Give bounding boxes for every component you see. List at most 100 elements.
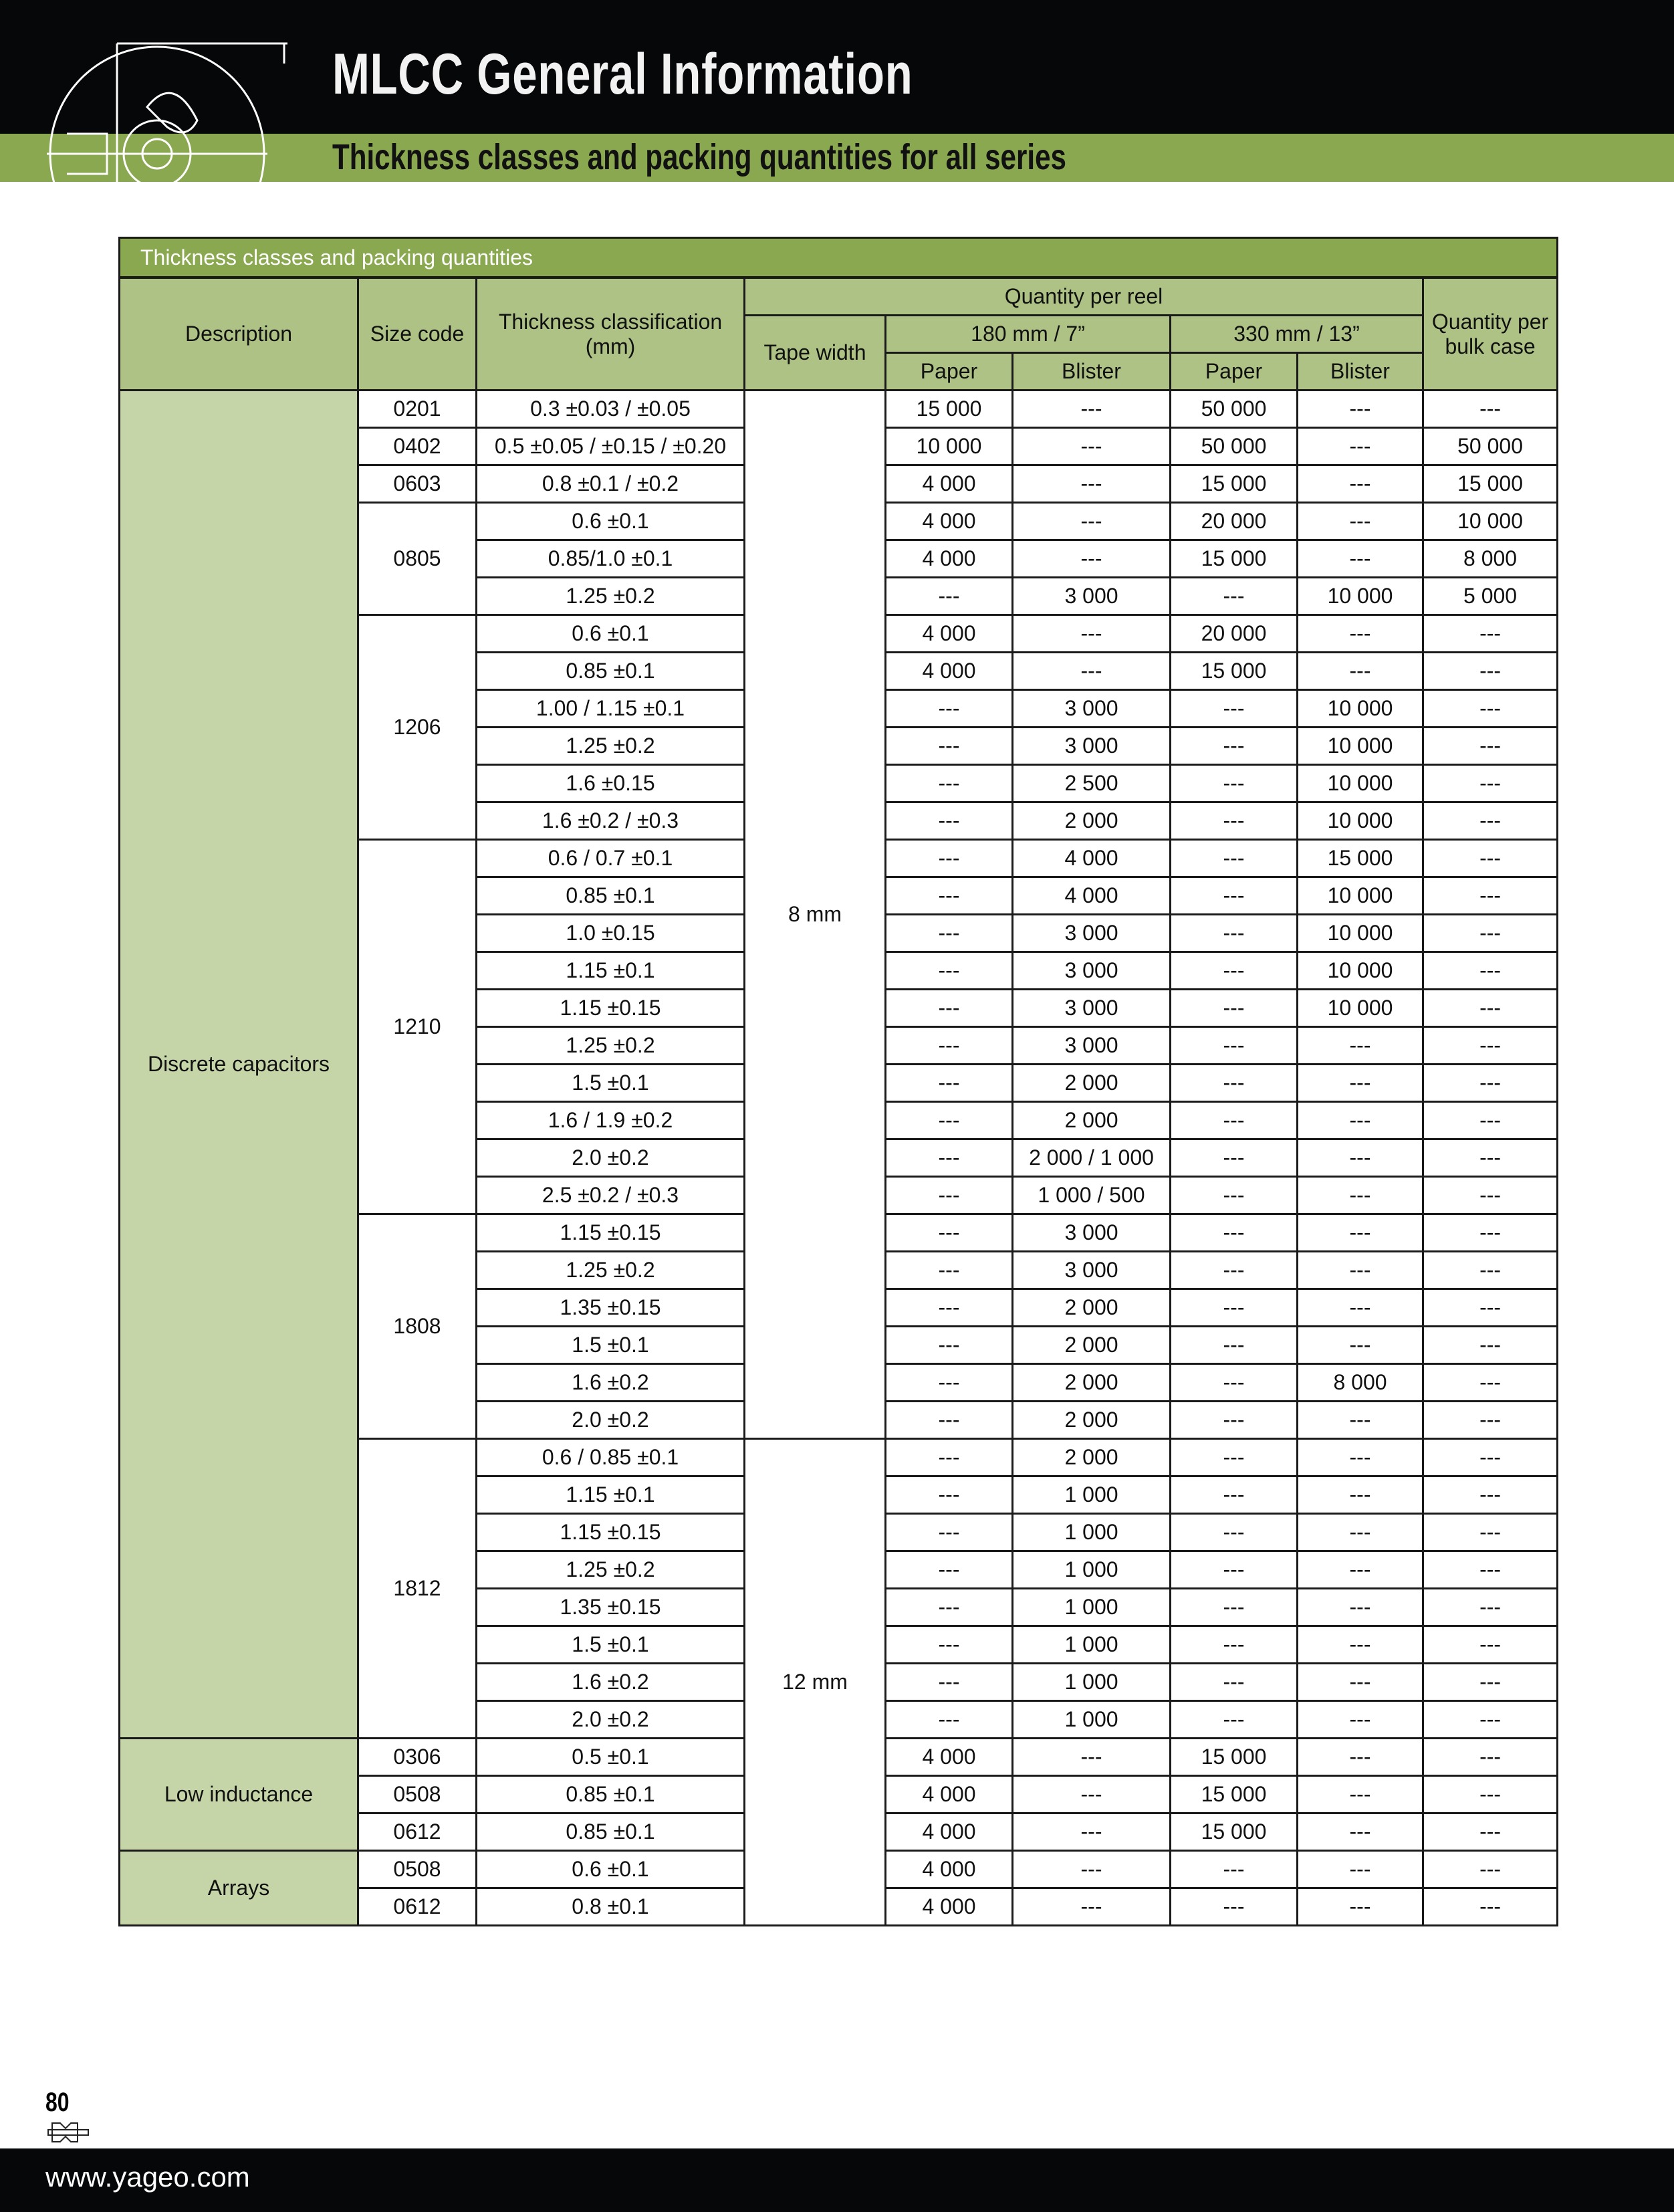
blister-330-cell: --- xyxy=(1296,1288,1424,1327)
thickness-cell: 1.6 / 1.9 ±0.2 xyxy=(475,1101,745,1140)
paper-180-cell: --- xyxy=(884,1662,1013,1702)
table-row: 1.25 ±0.2 --- 3 000 --- --- --- xyxy=(120,1250,1559,1290)
size-code-cell: 0402 xyxy=(357,427,477,466)
bulk-cell: --- xyxy=(1421,1101,1559,1140)
paper-180-cell: --- xyxy=(884,1587,1013,1627)
thickness-cell: 0.6 / 0.7 ±0.1 xyxy=(475,839,745,878)
blister-180-cell: 3 000 xyxy=(1011,689,1171,728)
table-row: 1.6 ±0.15 --- 2 500 --- 10 000 --- xyxy=(120,764,1559,803)
paper-330-cell: --- xyxy=(1169,1250,1298,1290)
blister-330-cell: --- xyxy=(1296,539,1424,578)
paper-180-cell: --- xyxy=(884,1288,1013,1327)
blister-330-cell: 10 000 xyxy=(1296,876,1424,915)
blister-180-cell: 3 000 xyxy=(1011,988,1171,1028)
bulk-cell: --- xyxy=(1421,1513,1559,1552)
thickness-cell: 0.85 ±0.1 xyxy=(475,651,745,691)
header-thickness: Thickness classification (mm) xyxy=(475,276,745,391)
table-row: 0805 0.6 ±0.1 4 000 --- 20 000 --- 10 000 xyxy=(120,502,1559,616)
blister-180-cell: --- xyxy=(1011,1775,1171,1814)
paper-180-cell: --- xyxy=(884,913,1013,953)
paper-180-cell: --- xyxy=(884,951,1013,990)
blister-330-cell: --- xyxy=(1296,1138,1424,1178)
bulk-cell: --- xyxy=(1421,1587,1559,1627)
paper-180-cell: --- xyxy=(884,1101,1013,1140)
page-title: MLCC General Information xyxy=(332,42,913,106)
size-code-cell: 0508 xyxy=(357,1775,477,1814)
blister-330-cell: --- xyxy=(1296,1101,1424,1140)
blister-180-cell: 2 000 xyxy=(1011,1063,1171,1103)
paper-180-cell: 4 000 xyxy=(884,464,1013,504)
blister-330-cell: --- xyxy=(1296,1438,1424,1477)
paper-330-cell: --- xyxy=(1169,1363,1298,1402)
paper-180-cell: --- xyxy=(884,726,1013,766)
paper-330-cell: --- xyxy=(1169,1662,1298,1702)
paper-330-cell: 15 000 xyxy=(1169,651,1298,691)
reel-logo-icon xyxy=(47,42,287,182)
thickness-cell: 0.3 ±0.03 / ±0.05 xyxy=(475,389,745,429)
table-row: 1.5 ±0.1 --- 1 000 --- --- --- xyxy=(120,1625,1559,1664)
thickness-cell: 0.5 ±0.05 / ±0.15 / ±0.20 xyxy=(475,427,745,466)
table-row: 1.5 ±0.1 --- 2 000 --- --- --- xyxy=(120,1325,1559,1365)
blister-330-cell: --- xyxy=(1296,1587,1424,1627)
blister-330-cell: 8 000 xyxy=(1296,1363,1424,1402)
blister-180-cell: 1 000 xyxy=(1011,1662,1171,1702)
blister-330-cell: --- xyxy=(1296,1213,1424,1252)
thickness-cell: 1.6 ±0.15 xyxy=(475,764,745,803)
blister-180-cell: 1 000 xyxy=(1011,1550,1171,1589)
blister-330-cell: --- xyxy=(1296,1775,1424,1814)
paper-330-cell: --- xyxy=(1169,876,1298,915)
bulk-cell: --- xyxy=(1421,1138,1559,1178)
website-link[interactable]: www.yageo.com xyxy=(45,2161,250,2193)
thickness-cell: 1.15 ±0.1 xyxy=(475,1475,745,1515)
size-code-cell: 0201 xyxy=(357,389,477,429)
bulk-cell: --- xyxy=(1421,651,1559,691)
paper-180-cell: --- xyxy=(884,1176,1013,1215)
paper-180-cell: 4 000 xyxy=(884,1737,1013,1777)
bulk-cell: --- xyxy=(1421,839,1559,878)
bulk-cell: --- xyxy=(1421,726,1559,766)
paper-330-cell: 15 000 xyxy=(1169,464,1298,504)
table-row: 1.25 ±0.2 --- 3 000 --- 10 000 --- xyxy=(120,726,1559,766)
table-row: 1.25 ±0.2 --- 3 000 --- 10 000 5 000 xyxy=(120,576,1559,616)
paper-330-cell: --- xyxy=(1169,576,1298,616)
thickness-cell: 2.0 ±0.2 xyxy=(475,1400,745,1440)
size-code-cell: 0805 xyxy=(357,502,477,616)
blister-330-cell: 10 000 xyxy=(1296,764,1424,803)
bulk-cell: --- xyxy=(1421,1213,1559,1252)
blister-180-cell: 4 000 xyxy=(1011,839,1171,878)
thickness-cell: 1.25 ±0.2 xyxy=(475,726,745,766)
paper-180-cell: 15 000 xyxy=(884,389,1013,429)
blister-330-cell: --- xyxy=(1296,614,1424,653)
thickness-cell: 0.8 ±0.1 / ±0.2 xyxy=(475,464,745,504)
header-bulk: Quantity per bulk case xyxy=(1421,276,1559,391)
blister-180-cell: 2 000 / 1 000 xyxy=(1011,1138,1171,1178)
paper-330-cell: --- xyxy=(1169,951,1298,990)
thickness-cell: 1.6 ±0.2 xyxy=(475,1662,745,1702)
paper-330-cell: --- xyxy=(1169,689,1298,728)
blister-180-cell: --- xyxy=(1011,502,1171,541)
thickness-cell: 0.8 ±0.1 xyxy=(475,1887,745,1926)
thickness-cell: 1.15 ±0.15 xyxy=(475,988,745,1028)
table-row: 1206 0.6 ±0.1 4 000 --- 20 000 --- --- xyxy=(120,614,1559,841)
header-blister-180: Blister xyxy=(1011,352,1171,391)
thickness-cell: 1.0 ±0.15 xyxy=(475,913,745,953)
bulk-cell: --- xyxy=(1421,614,1559,653)
header-band xyxy=(0,0,1674,134)
paper-180-cell: --- xyxy=(884,1250,1013,1290)
header-description: Description xyxy=(118,276,359,391)
size-code-cell: 1210 xyxy=(357,839,477,1215)
blister-330-cell: --- xyxy=(1296,1850,1424,1889)
blister-330-cell: --- xyxy=(1296,1026,1424,1065)
paper-330-cell: --- xyxy=(1169,1513,1298,1552)
thickness-cell: 1.35 ±0.15 xyxy=(475,1587,745,1627)
paper-330-cell: 15 000 xyxy=(1169,1775,1298,1814)
thickness-cell: 1.5 ±0.1 xyxy=(475,1325,745,1365)
paper-330-cell: --- xyxy=(1169,1400,1298,1440)
blister-180-cell: --- xyxy=(1011,651,1171,691)
bulk-cell: --- xyxy=(1421,1662,1559,1702)
table-row: 1.6 ±0.2 / ±0.3 --- 2 000 --- 10 000 --- xyxy=(120,801,1559,841)
thickness-cell: 1.25 ±0.2 xyxy=(475,1250,745,1290)
size-code-cell: 0306 xyxy=(357,1737,477,1777)
paper-330-cell: --- xyxy=(1169,1026,1298,1065)
paper-180-cell: --- xyxy=(884,1438,1013,1477)
